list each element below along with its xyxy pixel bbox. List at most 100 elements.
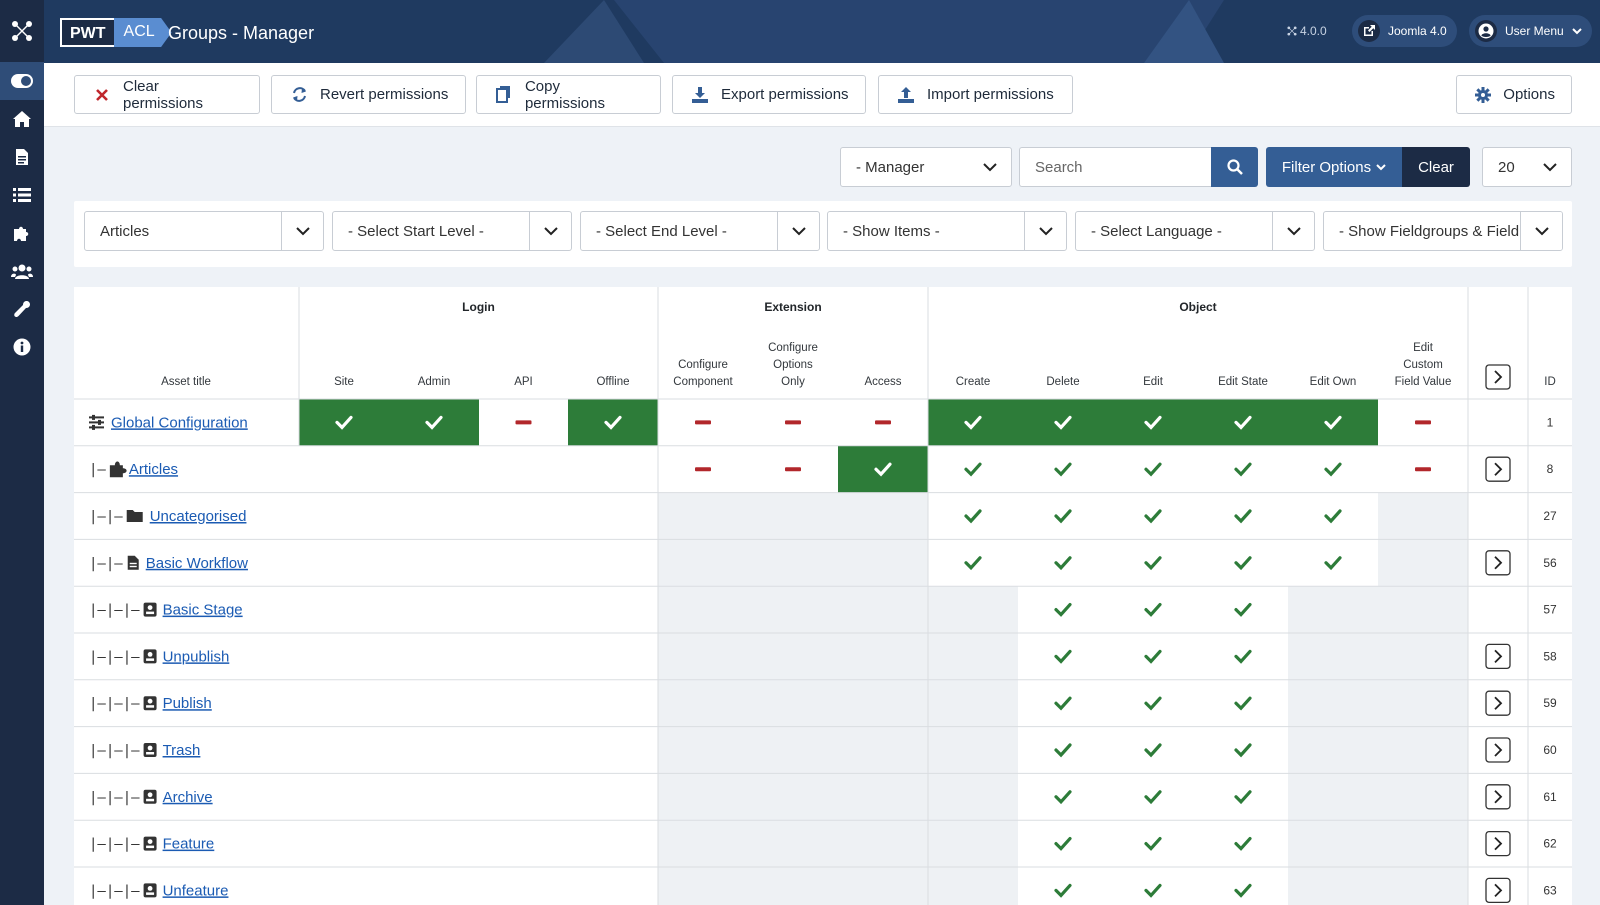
permission-inherited-cell [1378, 679, 1468, 727]
column-configure-options-label: Only [781, 376, 805, 388]
row-expand-button[interactable] [1485, 550, 1511, 576]
table-row [658, 773, 1468, 821]
component-select[interactable]: Articles [84, 211, 324, 251]
toggle-menu-icon[interactable] [0, 62, 44, 100]
component-select-value: Articles [100, 222, 150, 240]
check-icon [1234, 790, 1252, 805]
wrench-icon[interactable] [0, 290, 44, 328]
language-select[interactable]: - Select Language - [1075, 211, 1315, 251]
search-button[interactable] [1211, 147, 1258, 187]
check-icon [1324, 509, 1342, 524]
header-expand-button[interactable] [1485, 364, 1511, 390]
permission-inherited-cell [748, 820, 838, 867]
components-icon[interactable] [0, 214, 44, 252]
minus-icon [695, 420, 711, 425]
start-level-select[interactable]: - Select Start Level - [332, 211, 572, 251]
asset-title-link[interactable]: Unpublish [163, 648, 230, 665]
import-permissions-button[interactable]: Import permissions [878, 75, 1073, 114]
list-icon[interactable] [0, 176, 44, 214]
end-level-select[interactable]: - Select End Level - [580, 211, 820, 251]
joomla-logo-icon[interactable] [0, 0, 44, 62]
chevron-down-icon [281, 212, 323, 250]
asset-title-link[interactable]: Articles [129, 461, 178, 478]
asset-title-link[interactable]: Unfeature [163, 882, 229, 899]
revert-permissions-button[interactable]: Revert permissions [271, 75, 466, 114]
row-expand-button[interactable] [1485, 737, 1511, 763]
clear-permissions-button[interactable]: Clear permissions [74, 75, 260, 114]
permissions-grid: Login Extension Object Asset title Site Admin… [74, 287, 1572, 905]
copy-permissions-button[interactable]: Copy permissions [476, 75, 661, 114]
table-row [658, 492, 1468, 540]
check-icon [1144, 649, 1162, 664]
site-link-label: Joomla 4.0 [1388, 24, 1447, 38]
permission-inherited-cell [748, 633, 838, 680]
check-icon [1234, 743, 1252, 758]
asset-title-link[interactable]: Archive [163, 789, 213, 806]
export-permissions-button[interactable]: Export permissions [672, 75, 866, 114]
asset-title-link[interactable]: Publish [163, 695, 212, 712]
chevron-down-icon [1520, 212, 1562, 250]
asset-title-link[interactable]: Basic Workflow [146, 555, 248, 572]
sidebar [0, 0, 44, 905]
home-icon[interactable] [0, 100, 44, 138]
asset-id: 63 [1543, 883, 1557, 897]
row-expand-button[interactable] [1485, 456, 1511, 482]
row-expand-button[interactable] [1485, 830, 1511, 857]
filter-options-button[interactable]: Filter Options [1266, 147, 1402, 187]
chevron-down-icon [777, 212, 819, 250]
chevron-down-icon [1571, 28, 1582, 35]
row-expand-button[interactable] [1485, 690, 1511, 716]
minus-icon [515, 420, 532, 425]
check-icon [964, 556, 982, 571]
group-select-value: - Manager [856, 158, 925, 176]
fieldgroups-select[interactable]: - Show Fieldgroups & Field [1323, 211, 1563, 251]
page-title: Groups - Manager [168, 23, 315, 43]
asset-title-link[interactable]: Basic Stage [163, 602, 243, 619]
content-icon[interactable] [0, 138, 44, 176]
joomla-small-icon [1287, 26, 1297, 36]
asset-title-link[interactable]: Global Configuration [111, 414, 248, 431]
chevron-right-icon [1494, 556, 1503, 570]
check-icon [1054, 509, 1072, 524]
sliders-icon [89, 414, 104, 430]
permission-inherited-cell [748, 539, 838, 587]
asset-title-link[interactable]: Feature [163, 836, 215, 853]
column-configure-component-label: Configure [678, 359, 728, 371]
stage-icon [143, 836, 157, 851]
permission-inherited-cell [1378, 633, 1468, 680]
chevron-right-icon [1494, 790, 1503, 804]
table-row [658, 633, 1468, 680]
search-input[interactable] [1019, 147, 1212, 187]
asset-title-link[interactable]: Trash [163, 742, 201, 759]
row-expand-button[interactable] [1485, 877, 1511, 904]
header-decoration [544, 0, 1224, 63]
row-expand-button[interactable] [1485, 643, 1511, 670]
user-menu-button[interactable]: User Menu [1469, 15, 1592, 47]
list-limit-select[interactable]: 20 [1482, 147, 1572, 187]
clear-button[interactable]: Clear [1402, 147, 1470, 187]
permission-inherited-cell [838, 679, 928, 727]
site-link-button[interactable]: Joomla 4.0 [1352, 15, 1457, 47]
group-header-object: Object [1179, 300, 1216, 314]
check-icon [1324, 556, 1342, 571]
stage-icon [143, 602, 157, 617]
permission-inherited-cell [838, 867, 928, 905]
check-icon [1054, 743, 1072, 758]
sync-icon [290, 86, 308, 103]
permission-inherited-cell [1378, 586, 1468, 633]
asset-id: 61 [1543, 790, 1557, 804]
users-icon[interactable] [0, 252, 44, 290]
group-select[interactable]: - Manager [840, 147, 1012, 187]
show-items-select[interactable]: - Show Items - [827, 211, 1067, 251]
row-expand-button[interactable] [1485, 784, 1511, 810]
header: PWT ACL Groups - Manager 4.0.0 Joomla 4.… [44, 0, 1600, 63]
asset-title-link[interactable]: Uncategorised [150, 508, 247, 525]
permission-inherited-cell [748, 586, 838, 633]
permission-inherited-cell [928, 726, 1018, 774]
permission-allowed-cell [1288, 399, 1378, 446]
check-icon [1144, 790, 1162, 805]
check-icon [1054, 883, 1072, 898]
options-button[interactable]: Options [1456, 75, 1572, 114]
table-row [658, 726, 1468, 774]
info-icon[interactable] [0, 328, 44, 366]
